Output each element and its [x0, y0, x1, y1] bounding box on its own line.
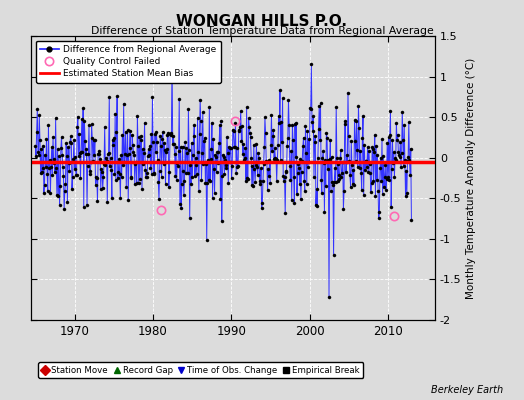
Text: WONGAN HILLS P.O.: WONGAN HILLS P.O. — [177, 14, 347, 29]
Text: Berkeley Earth: Berkeley Earth — [431, 385, 503, 395]
Text: Difference of Station Temperature Data from Regional Average: Difference of Station Temperature Data f… — [91, 26, 433, 36]
Legend: Station Move, Record Gap, Time of Obs. Change, Empirical Break: Station Move, Record Gap, Time of Obs. C… — [38, 362, 363, 378]
Y-axis label: Monthly Temperature Anomaly Difference (°C): Monthly Temperature Anomaly Difference (… — [465, 57, 476, 299]
